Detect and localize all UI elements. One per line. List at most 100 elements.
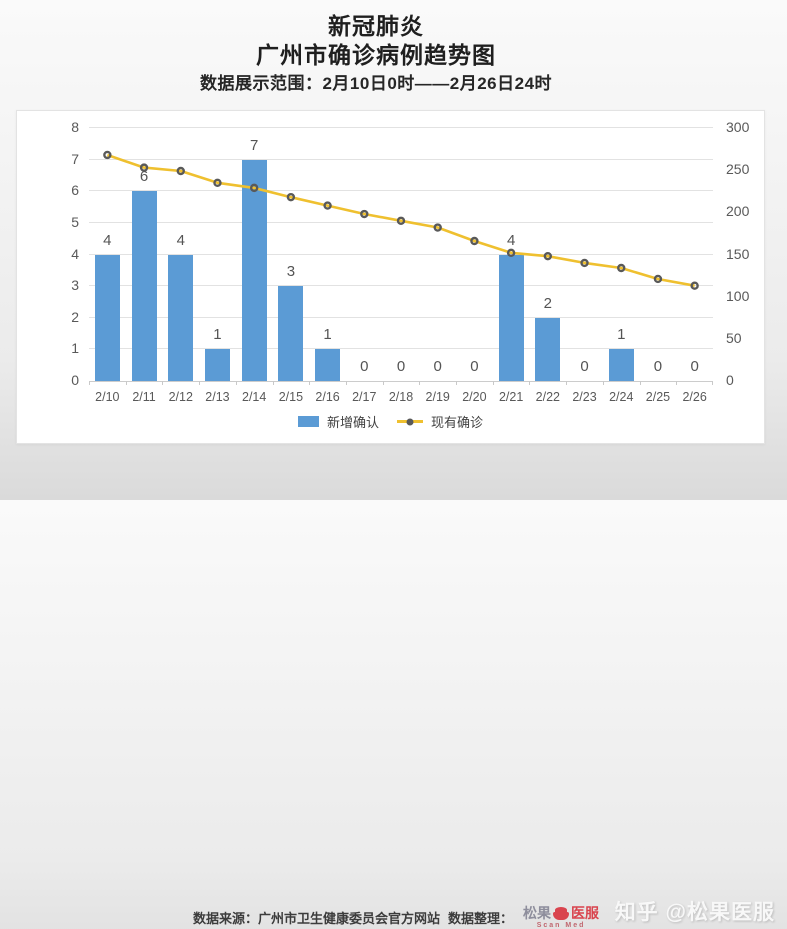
- x-axis-tick: [272, 381, 274, 385]
- chart-title: 广州市确诊病例趋势图: [256, 42, 496, 68]
- line-marker: [249, 183, 259, 193]
- line-marker: [506, 248, 516, 258]
- data-source-label: 数据来源：广州市卫生健康委员会官方网站: [193, 911, 441, 926]
- chart-card: 0 1 2 3 4 5 6 7 8 0 50 100 150 200 250 300 4 2/10 6 2/11 4 2/…: [16, 110, 765, 444]
- x-axis-tick: [309, 381, 311, 385]
- bar-value-label: 4: [506, 231, 516, 249]
- line-marker: [286, 192, 296, 202]
- bar-value-label: 0: [396, 358, 406, 375]
- line-marker: [396, 216, 406, 225]
- line-marker: [617, 263, 626, 273]
- x-axis-label: 2/14: [242, 390, 267, 404]
- x-axis-tick: [419, 381, 421, 385]
- bar: [241, 159, 267, 381]
- zhihu-watermark: 知乎 @松果医服: [614, 901, 775, 924]
- bar-value-label: 0: [580, 358, 589, 375]
- line-marker: [543, 251, 553, 261]
- date-range-subtitle: 数据展示范围：2月10日0时——2月26日24时: [199, 74, 553, 93]
- y-axis-tick-left: 0: [71, 372, 79, 388]
- x-axis-label: 2/21: [498, 390, 524, 404]
- x-axis-tick: [639, 381, 641, 385]
- x-axis-tick: [382, 381, 384, 385]
- x-axis-label: 2/24: [609, 390, 634, 404]
- x-axis-tick: [125, 381, 127, 385]
- line-series: [106, 153, 695, 287]
- x-axis-tick: [345, 381, 347, 385]
- y-axis-tick-left: 6: [71, 182, 79, 199]
- bar: [498, 254, 524, 381]
- x-axis-label: 2/13: [205, 390, 230, 404]
- line-marker: [433, 223, 442, 232]
- x-axis-label: 2/18: [388, 390, 414, 404]
- bar-value-label: 4: [103, 231, 112, 249]
- y-axis-tick-left: 5: [71, 213, 79, 230]
- x-axis-tick: [712, 381, 713, 385]
- x-axis-label: 2/23: [572, 390, 597, 404]
- y-axis-tick-right: 250: [726, 161, 750, 178]
- line-marker: [103, 150, 112, 160]
- bar: [168, 254, 194, 381]
- x-axis-tick: [199, 381, 201, 385]
- gridline: [89, 381, 713, 382]
- bar-value-label: 7: [250, 136, 259, 154]
- x-axis-label: 2/12: [168, 390, 193, 404]
- bar: [535, 317, 561, 381]
- x-axis-tick: [89, 381, 90, 385]
- x-axis-tick: [602, 381, 604, 385]
- gridline: [89, 158, 713, 160]
- gridline: [89, 190, 713, 192]
- pot-icon: [553, 906, 570, 920]
- bar-value-label: 2: [543, 294, 552, 312]
- logo-text-left: 松果: [523, 905, 552, 921]
- y-axis-tick-right: 50: [726, 329, 742, 346]
- y-axis-tick-right: 300: [726, 119, 750, 135]
- x-axis-tick: [676, 381, 678, 385]
- line-marker: [139, 163, 149, 172]
- x-axis-label: 2/17: [352, 390, 377, 404]
- page-title: 新冠肺炎: [328, 13, 424, 39]
- x-axis-tick: [162, 381, 164, 385]
- line-marker: [323, 201, 332, 210]
- x-axis-label: 2/16: [315, 390, 340, 404]
- bar: [204, 349, 230, 381]
- logo-text-right: 医服: [571, 905, 600, 921]
- x-axis-label: 2/22: [535, 390, 560, 404]
- x-axis-tick: [235, 381, 237, 385]
- x-axis-label: 2/19: [425, 390, 450, 404]
- line-marker: [213, 178, 222, 188]
- line-marker: [360, 209, 369, 219]
- bar-value-label: 1: [213, 326, 222, 344]
- bar: [131, 191, 157, 381]
- songguo-logo: 松果 医服 Scan Med: [523, 906, 599, 929]
- chart-header: 新冠肺炎 广州市确诊病例趋势图 数据展示范围：2月10日0时——2月26日24时: [0, 12, 752, 98]
- y-axis-tick-left: 3: [71, 277, 79, 294]
- bar: [94, 254, 120, 381]
- y-axis-tick-right: 150: [726, 245, 750, 262]
- line-marker: [470, 236, 479, 246]
- bar: [278, 286, 304, 381]
- y-axis-tick-left: 8: [71, 119, 79, 135]
- legend-bar-swatch: [297, 416, 319, 427]
- line-marker: [653, 274, 663, 284]
- footer: 数据来源：广州市卫生健康委员会官方网站 数据整理： 松果 医服 Scan Med…: [0, 444, 787, 929]
- bar-value-label: 1: [617, 326, 626, 344]
- plot-area: 0 1 2 3 4 5 6 7 8 0 50 100 150 200 250 300 4 2/10 6 2/11 4 2/…: [71, 119, 749, 404]
- bar-value-label: 0: [653, 358, 663, 375]
- y-axis-tick-left: 2: [71, 308, 79, 325]
- bar: [315, 349, 341, 381]
- bar-value-label: 6: [139, 168, 149, 186]
- bar: [608, 349, 634, 381]
- y-axis-tick-left: 1: [71, 340, 79, 357]
- legend-line-label: 现有确诊: [431, 415, 484, 430]
- x-axis-tick: [566, 381, 568, 385]
- x-axis-tick: [492, 381, 494, 385]
- bar-value-label: 4: [176, 231, 185, 249]
- chart-legend: 新增确认 现有确诊: [17, 412, 764, 431]
- footer-credits: 数据来源：广州市卫生健康委员会官方网站 数据整理： 松果 医服 Scan Med: [193, 906, 599, 929]
- x-axis-label: 2/20: [462, 390, 487, 404]
- bar-value-label: 0: [433, 358, 442, 375]
- legend-line-swatch: [397, 420, 423, 423]
- bar-value-label: 3: [286, 263, 296, 281]
- x-axis-label: 2/11: [132, 390, 156, 404]
- gridline: [89, 348, 713, 350]
